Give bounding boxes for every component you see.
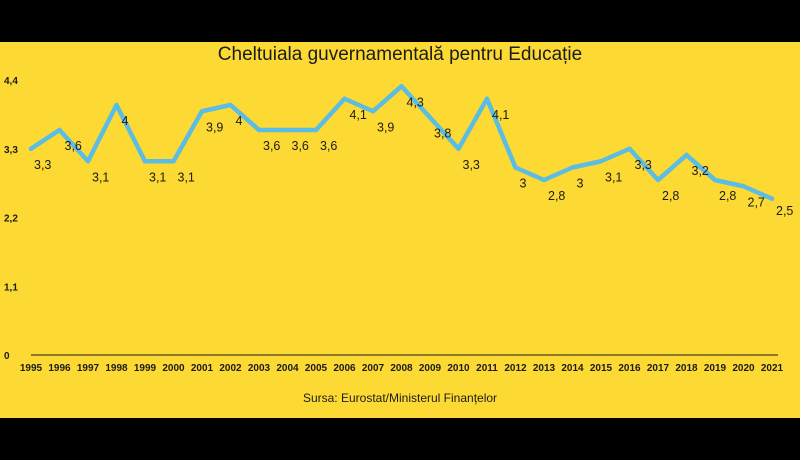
data-label: 4 [236,114,243,128]
data-point [85,159,91,164]
data-label: 3,1 [178,170,195,184]
x-tick-label: 2016 [618,363,641,374]
x-tick-label: 2000 [162,363,185,374]
data-label: 3,8 [434,127,451,141]
data-label: 4 [122,114,129,128]
data-point [256,127,262,133]
data-label: 2,8 [548,189,565,203]
data-point [541,177,547,183]
data-point [142,159,148,164]
data-point [399,84,404,89]
x-tick-label: 2005 [305,363,328,374]
x-tick-label: 2014 [561,363,584,374]
x-tick-label: 1999 [134,363,157,374]
data-point [513,165,518,170]
data-point [655,177,661,183]
x-tick-label: 2007 [362,363,385,374]
data-point [313,127,319,133]
x-tick-label: 2013 [533,363,556,374]
y-tick-label: 0 [4,351,10,362]
chart-source: Sursa: Eurostat/Ministerul Finanțelor [302,391,498,405]
data-point [228,102,233,108]
data-point [427,115,433,120]
x-tick-label: 2001 [191,363,214,374]
data-label: 3,1 [605,170,622,184]
data-label: 3,6 [320,139,337,153]
data-label: 2,5 [776,204,793,218]
data-point [57,127,62,133]
x-tick-label: 2008 [390,363,413,374]
y-tick-label: 4,4 [4,76,18,87]
x-tick-label: 1996 [48,363,71,374]
data-label: 2,8 [719,189,736,203]
data-point [627,146,632,151]
x-tick-label: 2010 [447,363,470,374]
data-point [171,159,176,164]
data-label: 3 [577,177,584,191]
x-tick-label: 2004 [276,363,299,374]
x-tick-label: 2021 [761,363,784,374]
y-tick-label: 3,3 [4,145,18,156]
chart-panel: Cheltuiala guvernamentală pentru Educați… [0,42,800,418]
data-label: 3,6 [65,139,82,153]
data-label: 3,9 [206,120,223,134]
data-label: 3,1 [92,170,109,184]
data-label: 4,1 [350,108,367,122]
data-point [370,109,376,114]
data-point [598,159,604,164]
data-point [342,96,347,101]
data-label: 3,1 [149,170,166,184]
data-label: 3 [520,177,527,191]
y-tick-label: 1,1 [4,282,18,293]
x-tick-label: 2009 [419,363,442,374]
x-tick-label: 2018 [675,363,698,374]
data-point [769,196,775,201]
data-label: 3,6 [263,139,280,153]
data-point [570,165,575,170]
data-label: 3,3 [463,158,480,172]
data-point [741,184,746,189]
chart-title: Cheltuiala guvernamentală pentru Educați… [217,44,583,65]
y-tick-label: 2,2 [4,214,18,225]
data-point [712,177,718,183]
x-tick-label: 2017 [647,363,670,374]
data-label: 4,3 [407,95,424,109]
x-tick-label: 2006 [333,363,356,374]
data-point [484,96,490,101]
x-tick-label: 2011 [476,363,498,374]
data-label: 2,8 [662,189,679,203]
x-tick-label: 2019 [704,363,727,374]
data-point [456,146,461,151]
data-point [684,152,689,158]
data-label: 3,2 [692,164,709,178]
x-tick-label: 2012 [504,363,527,374]
line-chart: 0 1,1 2,2 3,3 4,4 1995 1996 1997 1998 1999 2000 20… [4,76,793,374]
data-point [285,127,290,133]
data-label: 2,7 [748,195,765,209]
data-label: 3,3 [635,158,652,172]
data-label: 4,1 [492,108,509,122]
x-tick-label: 1997 [77,363,100,374]
x-tick-label: 2002 [219,363,242,374]
x-tick-label: 2015 [590,363,613,374]
data-point [199,109,205,114]
data-point [114,102,119,108]
x-tick-label: 2003 [248,363,271,374]
data-point [28,146,34,151]
data-label: 3,9 [377,120,394,134]
data-label: 3,3 [34,158,51,172]
series-line [28,84,775,201]
data-label: 3,6 [292,139,309,153]
x-tick-label: 1998 [105,363,128,374]
x-tick-label: 1995 [20,363,43,374]
x-tick-label: 2020 [732,363,755,374]
